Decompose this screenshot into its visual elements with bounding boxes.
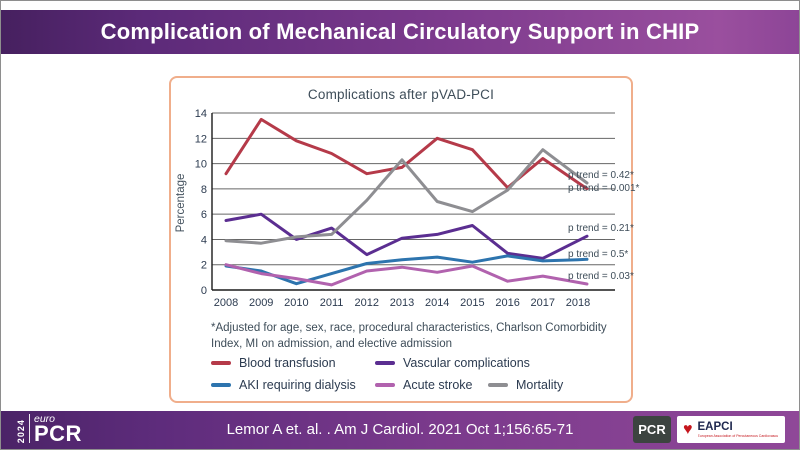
line-chart: 0 2 4 6 8 10 12 14 2008 2009 2010 2011 2012 2013 2014 2… xyxy=(175,108,615,309)
heart-icon: ♥ xyxy=(683,420,693,438)
legend-item-aki-requiring-dialysis: AKI requiring dialysis xyxy=(211,378,375,392)
x-tick-label: 2009 xyxy=(249,297,273,309)
legend-label: Vascular complications xyxy=(403,356,530,370)
y-tick-label: 14 xyxy=(195,108,207,120)
legend-row-2: AKI requiring dialysis Acute stroke Mort… xyxy=(211,377,563,393)
legend-row-1: Blood transfusion Vascular complications xyxy=(211,355,563,371)
series-line-aki-requiring-dialysis xyxy=(224,254,589,286)
legend-item-blood-transfusion: Blood transfusion xyxy=(211,356,375,370)
x-tick-label: 2011 xyxy=(320,297,344,309)
y-axis-label: Percentage xyxy=(175,174,187,233)
x-tick-label: 2010 xyxy=(284,297,308,309)
footer-logos: PCR ♥ EAPCI European Association of Perc… xyxy=(633,416,785,443)
europcr-divider xyxy=(29,414,30,444)
x-tick-label: 2012 xyxy=(355,297,379,309)
chart-footnote: *Adjusted for age, sex, race, procedural… xyxy=(211,322,607,350)
y-tick-label: 8 xyxy=(201,184,207,196)
x-tick-label: 2013 xyxy=(390,297,414,309)
y-tick-label: 4 xyxy=(201,234,207,246)
legend-swatch-icon xyxy=(211,361,231,365)
y-tick-label: 2 xyxy=(201,260,207,272)
legend-swatch-icon xyxy=(375,361,395,365)
legend-swatch-icon xyxy=(488,383,508,387)
legend-label: Mortality xyxy=(516,378,564,392)
legend-item-vascular-complications: Vascular complications xyxy=(375,356,530,370)
x-tick-label: 2017 xyxy=(531,297,555,309)
x-tick-label: 2016 xyxy=(495,297,519,309)
series-line-vascular-complications xyxy=(224,212,589,260)
chart-title: Complications after pVAD-PCI xyxy=(307,87,495,102)
y-tick-label: 10 xyxy=(195,159,207,171)
europcr-euro-text: euro xyxy=(34,413,56,425)
x-tick-label: 2014 xyxy=(425,297,449,309)
legend-item-mortality: Mortality xyxy=(488,378,563,392)
y-tick-label: 6 xyxy=(201,209,207,221)
x-tick-label: 2015 xyxy=(460,297,484,309)
legend-label: Acute stroke xyxy=(403,378,473,392)
y-tick-label: 0 xyxy=(201,285,207,297)
eapci-name: EAPCI xyxy=(697,421,733,434)
eapci-logo: ♥ EAPCI European Association of Percutan… xyxy=(677,416,785,443)
chart-legend: Blood transfusion Vascular complications… xyxy=(211,355,563,399)
series-line-mortality xyxy=(224,148,589,245)
legend-item-acute-stroke: Acute stroke xyxy=(375,378,488,392)
legend-label: AKI requiring dialysis xyxy=(239,378,356,392)
slide-title: Complication of Mechanical Circulatory S… xyxy=(100,19,700,44)
europcr-logo: 2024 euro PCR xyxy=(16,413,82,446)
eapci-tagline: European Association of Percutaneous Car… xyxy=(697,433,778,438)
europcr-year: 2024 xyxy=(16,419,26,444)
europcr-pcr-text: PCR xyxy=(34,420,82,446)
legend-label: Blood transfusion xyxy=(239,356,336,370)
slide-header: Complication of Mechanical Circulatory S… xyxy=(1,10,799,54)
series-line-blood-transfusion xyxy=(224,117,589,191)
y-tick-label: 12 xyxy=(195,133,207,145)
citation-text: Lemor A et. al. . Am J Cardiol. 2021 Oct… xyxy=(226,421,574,438)
x-tick-label: 2018 xyxy=(566,297,590,309)
pcr-logo: PCR xyxy=(633,416,671,443)
legend-swatch-icon xyxy=(211,383,231,387)
slide-footer: Lemor A et. al. . Am J Cardiol. 2021 Oct… xyxy=(1,411,799,449)
legend-swatch-icon xyxy=(375,383,395,387)
series-line-acute-stroke xyxy=(224,263,589,287)
x-tick-label: 2008 xyxy=(214,297,238,309)
chart-panel: Complications after pVAD-PCI 0 2 4 6 8 10 12 14… xyxy=(169,76,639,403)
